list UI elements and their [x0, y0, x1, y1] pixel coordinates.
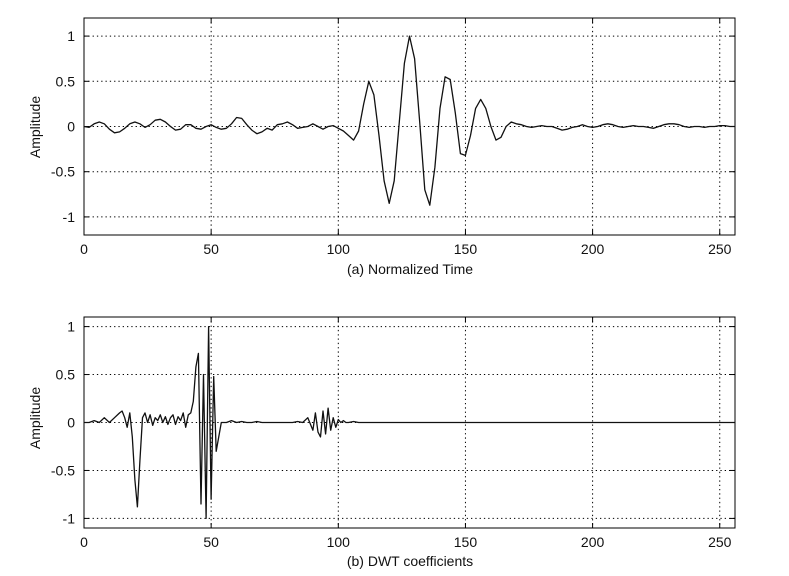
xtick-label-a-4: 200 — [581, 241, 605, 257]
ytick-label-a-0: -1 — [63, 209, 76, 225]
xtick-label-a-2: 100 — [327, 241, 351, 257]
ylabel-a: Amplitude — [27, 96, 43, 158]
series-line-a-0 — [83, 35, 735, 206]
ytick-label-b-1: -0.5 — [51, 462, 75, 478]
xtick-label-b-1: 50 — [203, 534, 219, 550]
xtick-label-b-5: 250 — [708, 534, 732, 550]
ytick-label-a-2: 0 — [67, 119, 75, 135]
xtick-label-b-4: 200 — [581, 534, 605, 550]
ytick-label-b-2: 0 — [67, 415, 75, 431]
xtick-label-b-2: 100 — [327, 534, 351, 550]
series-line-b-0 — [84, 325, 735, 520]
xtick-label-a-3: 150 — [454, 241, 478, 257]
ytick-label-b-3: 0.5 — [56, 367, 76, 383]
xtick-label-a-5: 250 — [708, 241, 732, 257]
ytick-label-a-4: 1 — [67, 28, 75, 44]
xtick-label-b-3: 150 — [454, 534, 478, 550]
panel-a: Amplitude (a) Normalized Time 0 50 100 150 2… — [27, 17, 736, 277]
panel-b: Amplitude (b) DWT coefficients 0 50 100 150… — [27, 316, 736, 569]
xtick-label-b-0: 0 — [80, 534, 88, 550]
xtick-label-a-1: 50 — [203, 241, 219, 257]
xlabel-b: (b) DWT coefficients — [347, 553, 473, 569]
ylabel-b: Amplitude — [27, 387, 43, 449]
ytick-label-b-4: 1 — [67, 319, 75, 335]
ytick-label-a-1: -0.5 — [51, 164, 75, 180]
ytick-label-a-3: 0.5 — [56, 73, 76, 89]
ytick-label-b-0: -1 — [63, 510, 76, 526]
xlabel-a: (a) Normalized Time — [347, 261, 473, 277]
xtick-label-a-0: 0 — [80, 241, 88, 257]
